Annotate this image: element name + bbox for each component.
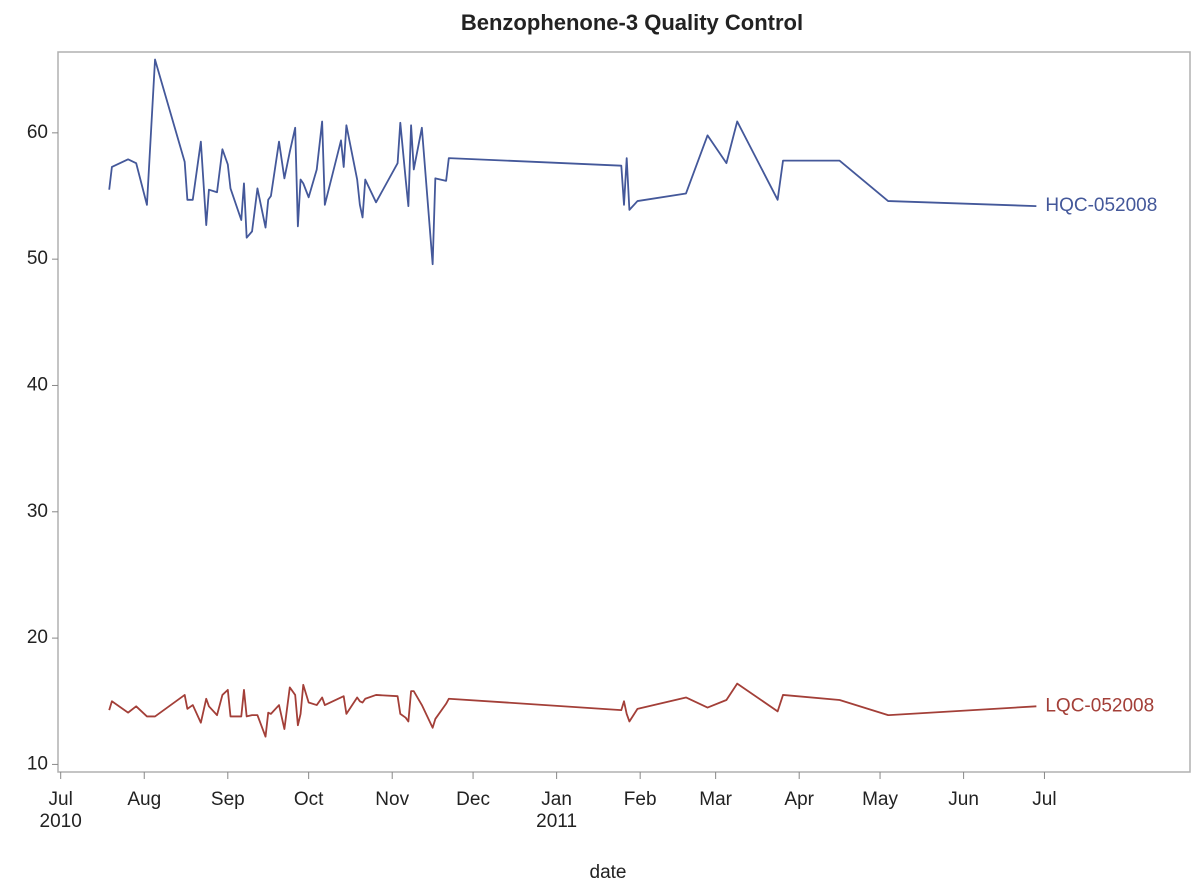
x-tick-label: Feb [623,789,657,810]
x-tick-label: Nov [375,789,410,810]
y-tick-label: 40 [27,374,48,395]
y-tick-label: 30 [27,501,48,522]
y-tick-label: 60 [27,122,48,143]
y-tick-label: 10 [27,753,48,774]
series-label: LQC-052008 [1045,695,1154,716]
chart-title: Benzophenone-3 Quality Control [461,10,803,35]
x-axis-label: date [590,862,627,883]
x-tick-label: Jul 2010 [39,789,82,832]
y-tick-label: 50 [27,248,48,269]
x-tick-label: Dec [456,789,490,810]
y-tick-label: 20 [27,627,48,648]
x-tick-label: Aug [127,789,162,810]
x-tick-label: May [862,789,898,810]
x-tick-label: Oct [293,789,324,810]
series-line [108,58,1037,266]
plot-frame [57,51,1191,773]
x-tick-label: Jan 2011 [536,789,578,832]
x-tick-label: Jul [1032,789,1057,810]
series-label: HQC-052008 [1045,195,1157,216]
series-line [108,682,1037,738]
x-tick-label: Apr [784,789,814,810]
x-tick-label: Sep [210,789,245,810]
x-tick-label: Mar [699,789,732,810]
x-tick-label: Jun [948,789,979,810]
